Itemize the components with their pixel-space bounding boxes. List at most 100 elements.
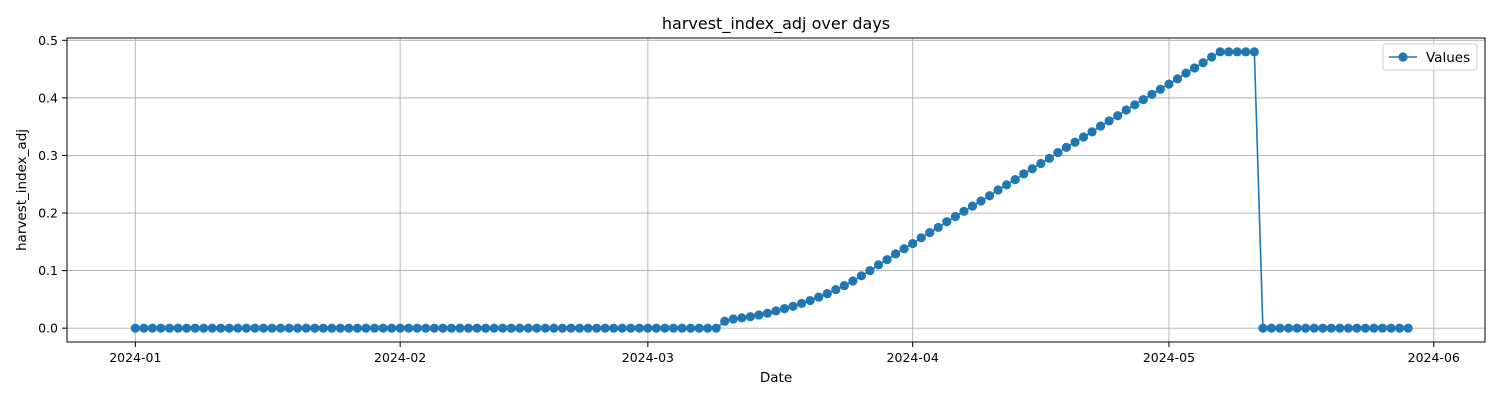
data-point <box>1113 111 1123 121</box>
data-point <box>1283 323 1294 333</box>
data-point <box>737 313 747 323</box>
data-point <box>310 323 320 333</box>
data-point <box>1147 89 1157 100</box>
data-point <box>1172 74 1183 84</box>
legend: Values <box>1382 43 1478 71</box>
data-point <box>1061 142 1072 152</box>
data-point <box>754 310 764 320</box>
x-tick-label: 2024-04 <box>887 350 939 365</box>
data-point <box>865 266 875 276</box>
data-point <box>216 323 226 333</box>
data-point <box>677 323 687 333</box>
data-point <box>164 323 175 333</box>
data-point <box>275 323 286 333</box>
data-point <box>805 295 815 306</box>
data-point <box>250 323 260 333</box>
data-point <box>1181 68 1191 78</box>
data-point <box>976 196 986 206</box>
y-tick-label: 0.2 <box>38 206 58 221</box>
data-point <box>207 323 217 333</box>
data-point <box>498 323 508 333</box>
data-point <box>566 323 576 333</box>
legend-marker-swatch <box>1398 52 1408 62</box>
data-point <box>463 323 474 333</box>
data-point <box>1335 323 1345 333</box>
data-point <box>609 323 619 333</box>
data-point <box>583 323 593 333</box>
x-tick-label: 2024-05 <box>1143 350 1195 365</box>
data-point <box>1377 323 1388 333</box>
data-point <box>293 323 303 333</box>
data-point <box>1121 105 1131 115</box>
data-point <box>378 323 388 333</box>
data-point <box>873 260 884 270</box>
y-tick-label: 0.1 <box>38 263 58 278</box>
data-point <box>668 323 679 333</box>
data-point <box>1275 323 1285 333</box>
data-point <box>1369 323 1379 333</box>
data-point <box>890 249 901 259</box>
data-point <box>1326 323 1336 333</box>
x-tick-label: 2024-01 <box>109 350 161 365</box>
data-point <box>797 298 807 309</box>
data-point <box>395 323 405 333</box>
data-point <box>908 238 918 249</box>
data-point <box>455 323 465 333</box>
data-point <box>130 323 140 333</box>
data-point <box>318 323 328 333</box>
data-point <box>1155 84 1165 94</box>
data-point <box>344 323 354 333</box>
data-point <box>950 211 960 222</box>
data-point <box>199 323 209 333</box>
data-point <box>574 323 585 333</box>
data-point <box>557 323 568 333</box>
data-point <box>1096 121 1106 131</box>
data-point <box>1249 47 1259 57</box>
x-tick-label: 2024-03 <box>622 350 674 365</box>
y-tick-label: 0.3 <box>38 148 58 163</box>
data-point <box>592 323 602 333</box>
data-point <box>814 292 824 302</box>
data-point <box>1215 47 1225 57</box>
data-point <box>369 323 380 333</box>
data-point <box>241 323 251 333</box>
data-point <box>848 276 858 286</box>
data-point <box>421 323 431 333</box>
data-point <box>1207 52 1217 62</box>
data-point <box>404 323 414 333</box>
data-point <box>779 304 790 314</box>
data-point <box>984 191 995 201</box>
data-point <box>925 228 935 238</box>
data-point <box>728 314 738 324</box>
data-point <box>1232 47 1242 57</box>
data-point <box>1258 323 1268 333</box>
data-point <box>694 323 704 333</box>
series-layer <box>130 47 1413 333</box>
data-point <box>258 323 269 333</box>
data-point <box>147 323 158 333</box>
x-axis-label: Date <box>760 370 792 386</box>
data-point <box>506 323 516 333</box>
data-point <box>352 323 363 333</box>
data-point <box>1164 79 1174 89</box>
data-point <box>1241 47 1251 57</box>
data-point <box>1301 323 1311 333</box>
data-point <box>1104 116 1114 126</box>
data-point <box>1360 323 1371 333</box>
data-point <box>643 323 653 333</box>
legend-label: Values <box>1426 50 1470 66</box>
data-point <box>1027 164 1037 174</box>
data-point <box>1189 63 1200 73</box>
data-point <box>412 323 422 333</box>
data-point <box>190 323 200 333</box>
grid-layer <box>67 38 1485 342</box>
legend-box <box>1382 43 1478 71</box>
data-point <box>549 323 559 333</box>
data-point <box>284 323 294 333</box>
data-point <box>173 323 183 333</box>
data-point <box>327 323 337 333</box>
data-point <box>1224 47 1234 57</box>
data-point <box>822 289 832 299</box>
data-point <box>1343 323 1353 333</box>
